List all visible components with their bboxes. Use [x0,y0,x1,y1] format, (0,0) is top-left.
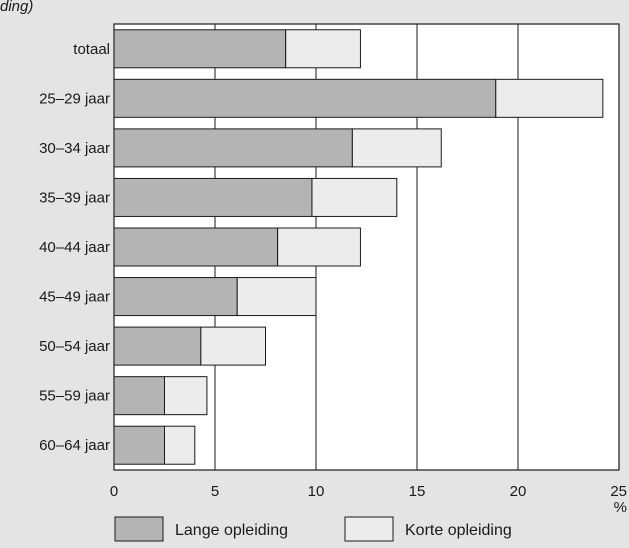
category-label: 45–49 jaar [39,289,110,306]
x-tick-label: 25 [610,483,627,500]
x-axis: % 0 5 10 15 20 25 [110,483,627,516]
category-label: 35–39 jaar [39,189,110,206]
x-tick-label: 10 [308,483,325,500]
bar-korte [236,277,317,317]
bar-korte [495,78,604,118]
top-caption-fragment: ding) [0,0,33,15]
legend-swatch-korte [344,516,394,542]
legend-label-korte: Korte opleiding [405,522,512,539]
bar-korte [311,177,398,217]
x-tick-label: 15 [409,483,426,500]
x-axis-unit: % [614,499,627,516]
category-label: 55–59 jaar [39,388,110,405]
bar-lange [113,227,279,267]
category-label: 50–54 jaar [39,338,110,355]
bar-lange [113,78,497,118]
bar-korte [200,326,266,366]
bar-lange [113,177,313,217]
bar-lange [113,326,202,366]
legend-swatch-lange [114,516,164,542]
category-labels: totaal 25–29 jaar 30–34 jaar 35–39 jaar 40–4… [39,41,110,454]
category-label: 25–29 jaar [39,90,110,107]
bar-lange [113,128,353,168]
bar-korte [277,227,361,267]
bars [113,29,604,465]
x-tick-label: 5 [211,483,219,500]
bar-lange [113,425,165,465]
bar-korte [164,425,196,465]
bar-lange [113,29,287,69]
category-label: totaal [73,41,110,58]
bar-korte [164,376,208,416]
bar-korte [351,128,442,168]
bar-lange [113,277,238,317]
legend-label-lange: Lange opleiding [175,522,288,539]
x-tick-label: 0 [110,483,118,500]
category-label: 60–64 jaar [39,437,110,454]
category-label: 30–34 jaar [39,140,110,157]
legend: Lange opleiding Korte opleiding [114,516,512,542]
bar-korte [285,29,361,69]
category-label: 40–44 jaar [39,239,110,256]
bar-lange [113,376,165,416]
x-tick-label: 20 [510,483,527,500]
